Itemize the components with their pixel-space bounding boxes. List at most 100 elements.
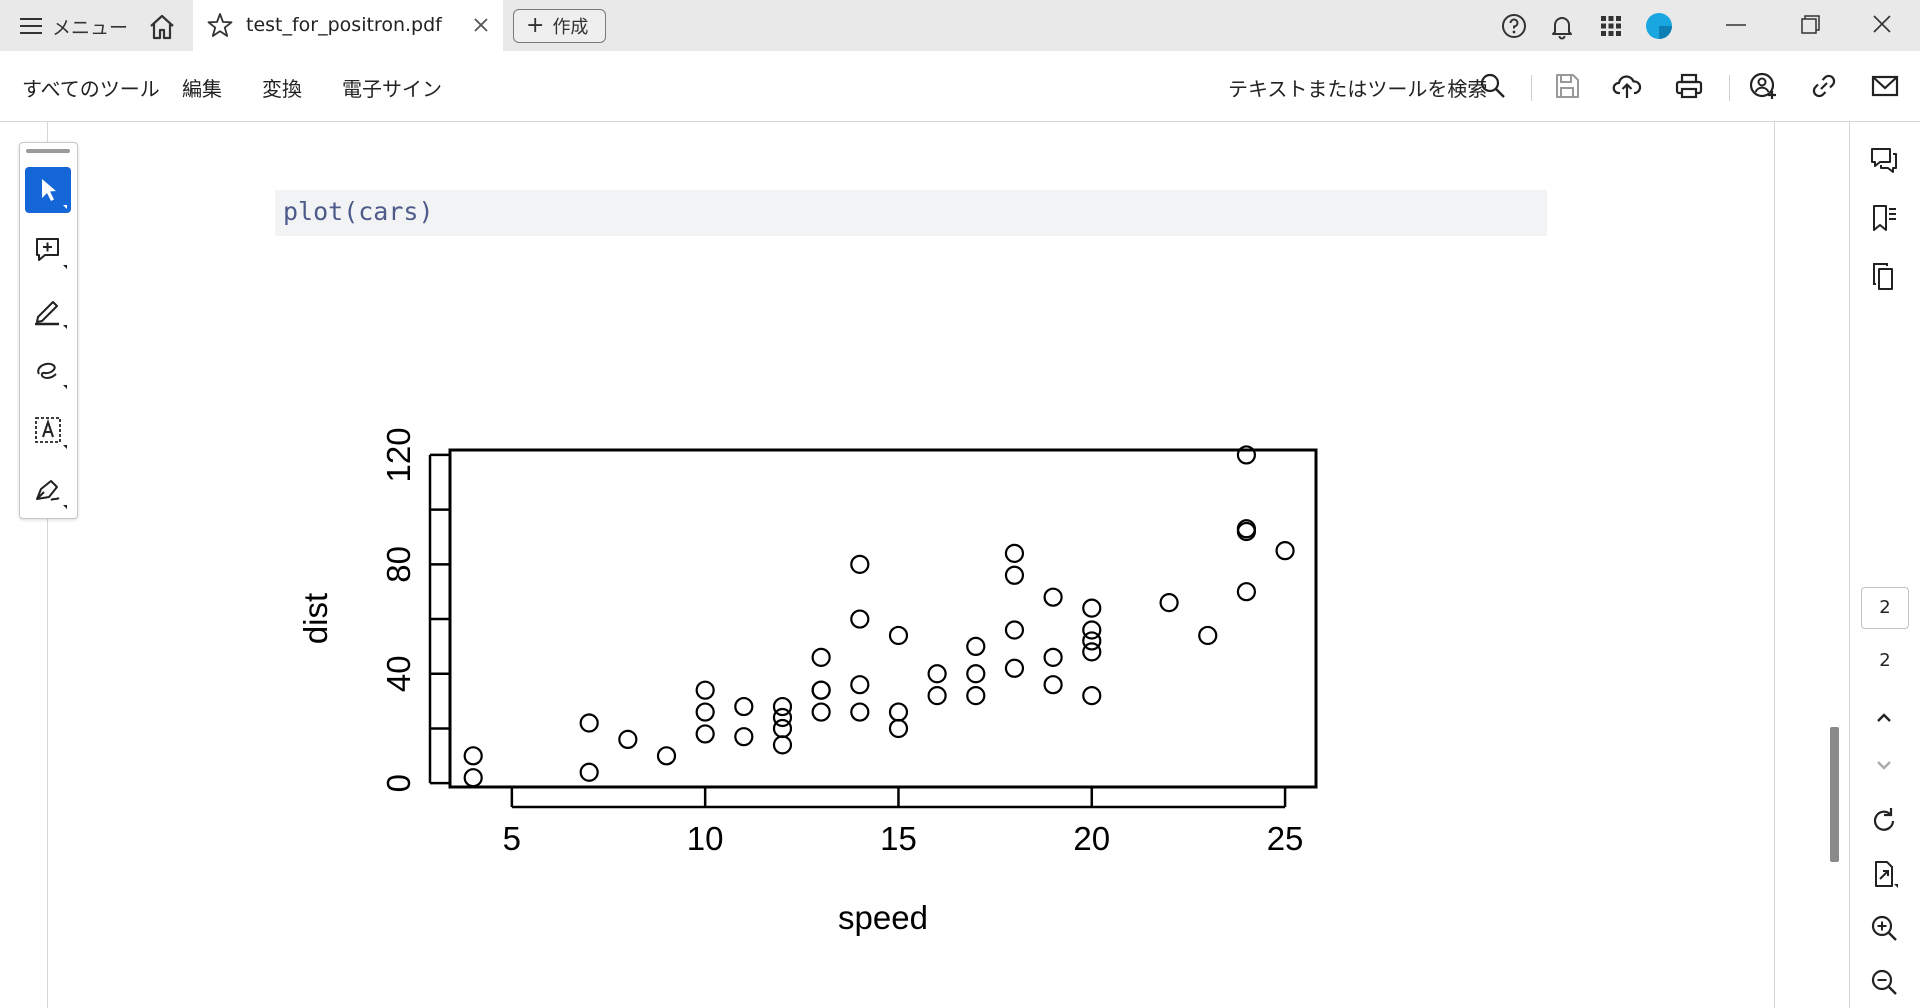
data-point xyxy=(811,680,831,700)
data-point xyxy=(1082,686,1102,706)
convert-menu[interactable]: 変換 xyxy=(262,77,302,101)
data-point xyxy=(1236,519,1257,539)
document-tab[interactable]: test_for_positron.pdf xyxy=(193,0,503,51)
data-point xyxy=(888,718,909,739)
data-point xyxy=(695,724,715,744)
menu-button[interactable]: メニュー xyxy=(20,12,128,40)
data-point xyxy=(927,686,947,706)
data-point xyxy=(1043,647,1063,667)
data-point xyxy=(1236,582,1257,602)
data-point xyxy=(772,735,793,755)
x-tick-label: 10 xyxy=(687,820,724,857)
y-tick-label: 80 xyxy=(380,546,417,583)
star-icon[interactable] xyxy=(207,12,233,38)
data-point xyxy=(1082,620,1102,640)
scatter-plot: 5 10 15 20 25 0 40 80 120 speed dist xyxy=(297,427,1318,936)
print-icon[interactable] xyxy=(1674,71,1704,101)
data-point xyxy=(1004,658,1025,678)
data-point xyxy=(695,680,715,700)
edit-menu[interactable]: 編集 xyxy=(182,77,222,101)
x-tick-label: 15 xyxy=(880,820,917,857)
draw-tool-button[interactable] xyxy=(25,347,71,393)
share-user-icon[interactable] xyxy=(1748,71,1778,101)
data-point xyxy=(1004,565,1025,585)
data-point xyxy=(966,664,986,684)
help-icon[interactable] xyxy=(1500,12,1528,40)
data-point xyxy=(772,718,793,739)
search-tools-label[interactable]: テキストまたはツールを検索 xyxy=(1228,77,1488,101)
data-point xyxy=(618,729,638,750)
plot-frame xyxy=(448,448,1318,789)
create-label: 作成 xyxy=(552,17,589,38)
comments-icon[interactable] xyxy=(1868,144,1900,176)
code-block: plot(cars) xyxy=(275,190,1547,236)
close-window-icon[interactable] xyxy=(1862,10,1902,40)
data-point xyxy=(734,727,754,747)
data-point xyxy=(579,713,599,733)
close-tab-icon[interactable] xyxy=(470,14,492,36)
bookmarks-icon[interactable] xyxy=(1868,202,1900,234)
vertical-scrollbar[interactable] xyxy=(1774,122,1851,1008)
y-axis-label: dist xyxy=(297,593,334,644)
email-icon[interactable] xyxy=(1870,71,1900,101)
data-point xyxy=(1043,587,1063,607)
current-page-input[interactable]: 2 xyxy=(1861,587,1909,629)
y-tick-label: 40 xyxy=(380,655,417,692)
signature-pen-icon xyxy=(36,480,67,509)
previous-page-icon[interactable] xyxy=(1868,701,1900,733)
tab-title: test_for_positron.pdf xyxy=(246,14,442,36)
search-icon[interactable] xyxy=(1478,71,1508,101)
data-point xyxy=(1159,593,1179,613)
data-point xyxy=(927,664,947,684)
x-axis-label: speed xyxy=(838,899,928,936)
minimize-icon[interactable] xyxy=(1716,10,1756,40)
cloud-upload-icon[interactable] xyxy=(1612,71,1642,101)
save-icon[interactable] xyxy=(1552,71,1582,101)
data-point xyxy=(966,636,986,657)
document-viewport[interactable] xyxy=(48,122,1775,1008)
quick-tools-panel xyxy=(19,142,78,519)
data-point xyxy=(734,696,754,717)
data-point xyxy=(579,762,599,782)
data-point xyxy=(888,702,909,722)
main-toolbar: すべてのツール 編集 変換 電子サイン テキストまたはツールを検索 xyxy=(0,51,1920,122)
plus-icon: + xyxy=(526,13,545,38)
data-point xyxy=(1082,642,1102,662)
next-page-icon[interactable] xyxy=(1868,749,1900,781)
cursor-arrow-icon xyxy=(42,179,67,209)
data-point xyxy=(888,625,909,646)
hamburger-icon xyxy=(20,18,42,34)
zoom-in-icon[interactable] xyxy=(1868,912,1900,944)
apps-grid-icon[interactable] xyxy=(1597,12,1625,40)
home-icon xyxy=(150,14,174,40)
page-thumbnails-icon[interactable] xyxy=(1868,261,1900,293)
text-box-icon xyxy=(35,417,67,449)
fit-page-icon[interactable] xyxy=(1868,858,1900,890)
all-tools-menu[interactable]: すべてのツール xyxy=(22,77,160,101)
link-icon[interactable] xyxy=(1809,71,1839,101)
data-point xyxy=(1198,625,1218,646)
rotate-icon[interactable] xyxy=(1868,805,1900,837)
user-avatar-icon[interactable] xyxy=(1645,12,1673,40)
y-tick-label: 120 xyxy=(380,427,417,482)
notification-bell-icon[interactable] xyxy=(1548,12,1576,40)
data-point xyxy=(850,702,870,722)
restore-icon[interactable] xyxy=(1790,10,1830,40)
panel-grip[interactable] xyxy=(26,149,70,153)
home-button[interactable] xyxy=(147,12,177,42)
scrollbar-thumb[interactable] xyxy=(1830,727,1839,862)
select-tool-button[interactable] xyxy=(25,167,71,213)
create-button[interactable]: + 作成 xyxy=(513,9,606,43)
zoom-out-icon[interactable] xyxy=(1868,966,1900,998)
toolbar-divider xyxy=(1729,75,1730,101)
data-point xyxy=(463,768,483,788)
data-point xyxy=(1004,543,1025,563)
highlight-tool-button[interactable] xyxy=(25,287,71,333)
e-sign-menu[interactable]: 電子サイン xyxy=(342,77,442,101)
data-point xyxy=(811,647,831,667)
x-tick-label: 20 xyxy=(1073,820,1110,857)
add-comment-tool-button[interactable] xyxy=(25,227,71,273)
text-box-tool-button[interactable] xyxy=(25,407,71,453)
sign-tool-button[interactable] xyxy=(25,467,71,513)
data-point xyxy=(1043,675,1063,695)
